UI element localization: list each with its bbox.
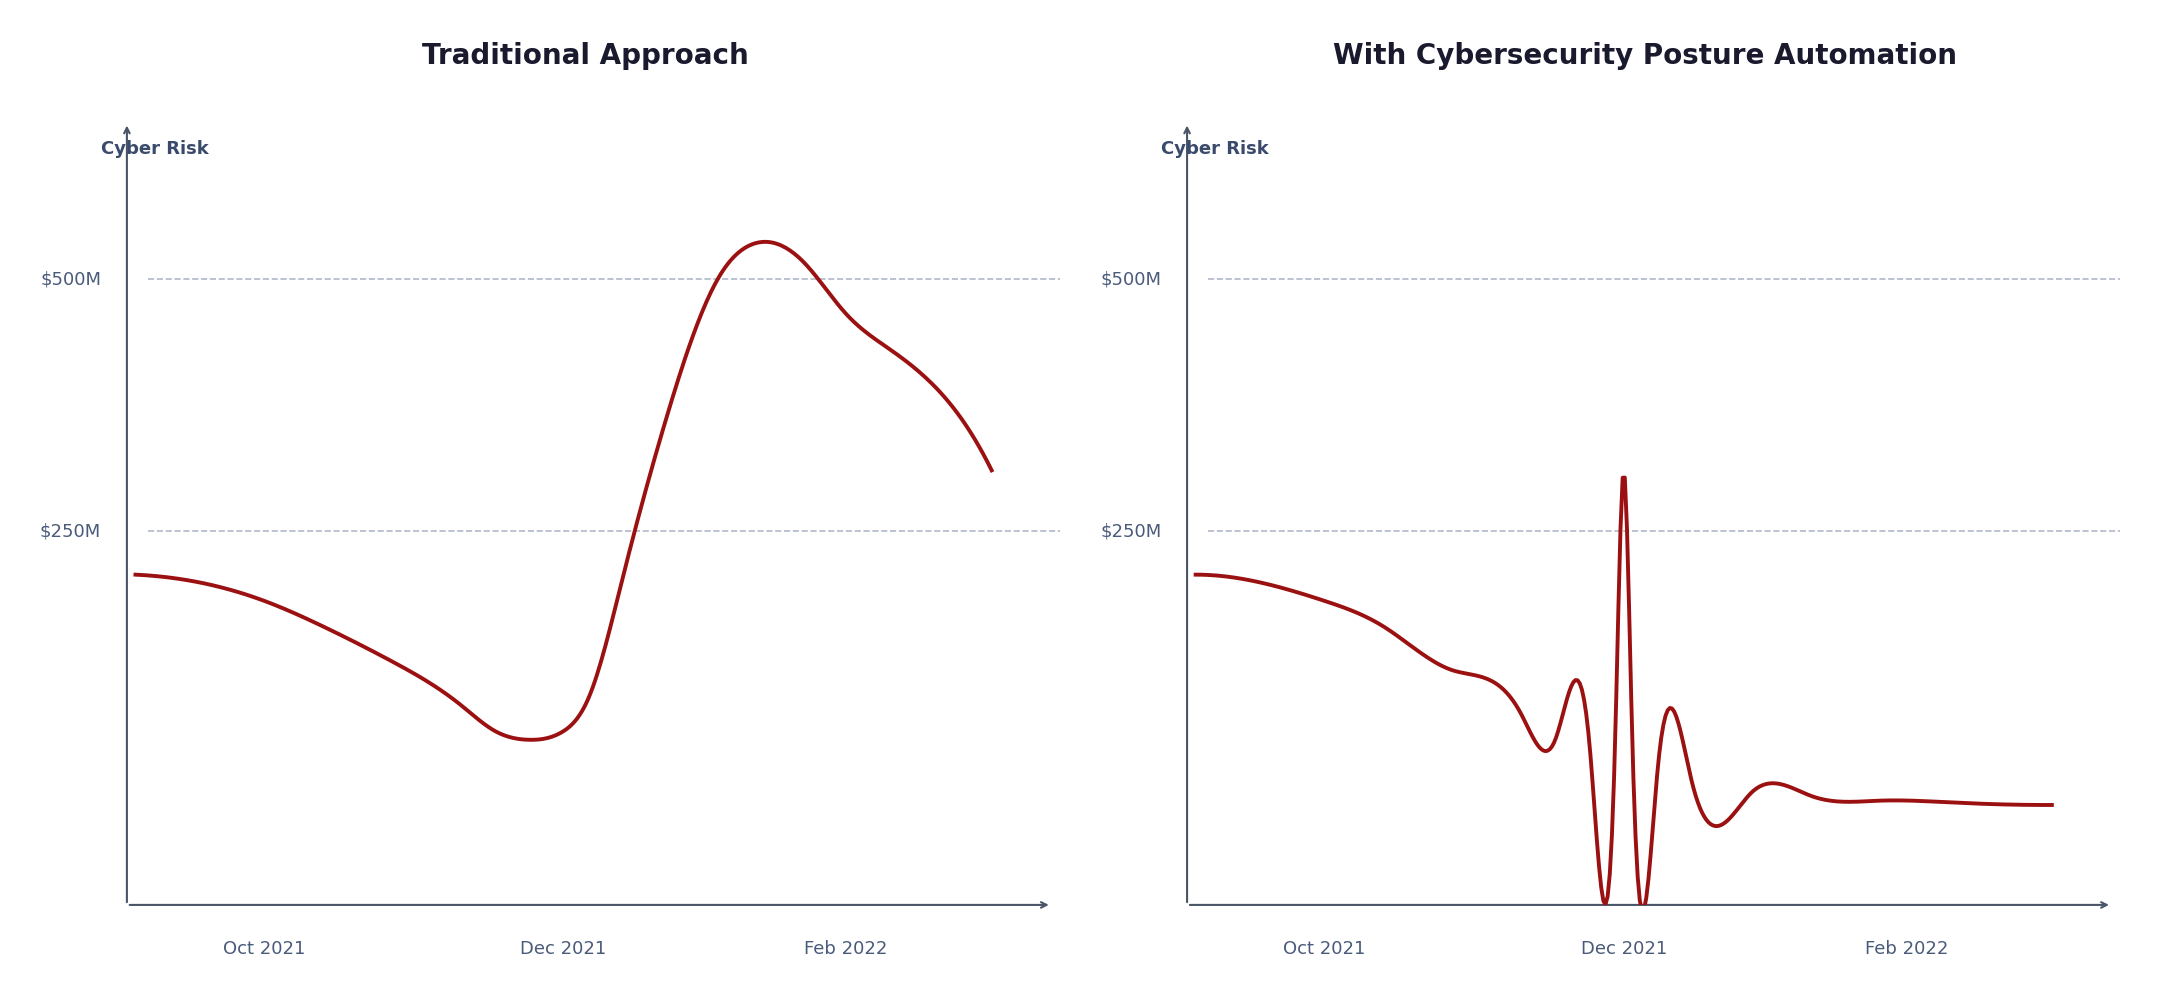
Text: $250M: $250M: [39, 522, 102, 540]
Text: Dec 2021: Dec 2021: [1580, 940, 1667, 958]
Text: $500M: $500M: [1100, 270, 1161, 288]
Text: $250M: $250M: [1100, 522, 1161, 540]
Text: Cyber Risk: Cyber Risk: [102, 140, 210, 158]
Text: Oct 2021: Oct 2021: [1282, 940, 1364, 958]
Text: Feb 2022: Feb 2022: [804, 940, 889, 958]
Title: Traditional Approach: Traditional Approach: [422, 42, 748, 70]
Text: Feb 2022: Feb 2022: [1864, 940, 1948, 958]
Title: With Cybersecurity Posture Automation: With Cybersecurity Posture Automation: [1334, 42, 1957, 70]
Text: $500M: $500M: [41, 270, 102, 288]
Text: Cyber Risk: Cyber Risk: [1161, 140, 1269, 158]
Text: Oct 2021: Oct 2021: [223, 940, 305, 958]
Text: Dec 2021: Dec 2021: [521, 940, 608, 958]
